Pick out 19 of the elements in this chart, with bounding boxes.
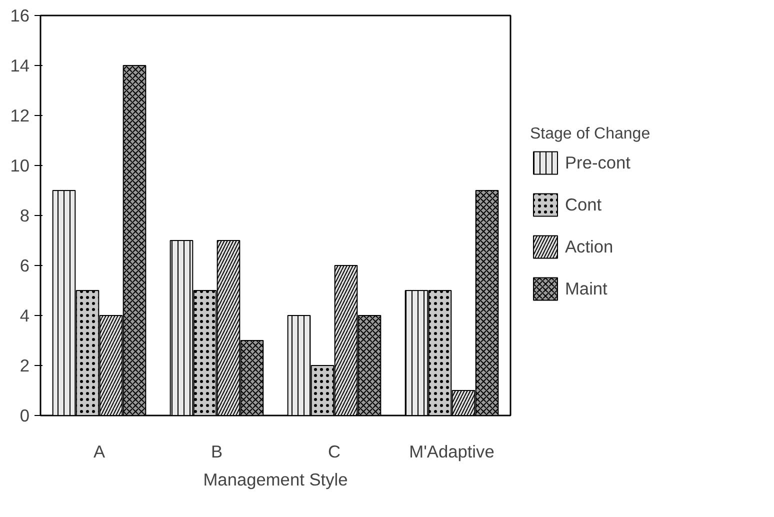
y-tick-label: 4 (20, 306, 30, 326)
x-tick-label: B (210, 442, 223, 462)
x-tick-label: A (93, 442, 106, 462)
x-tick-label: M'Adaptive (409, 442, 494, 462)
legend-label: Action (565, 236, 614, 257)
x-tick-label: C (328, 442, 341, 462)
y-tick-label: 14 (10, 56, 30, 76)
y-tick-label: 8 (20, 206, 30, 226)
y-tick-label: 10 (10, 156, 30, 176)
x-axis-title: Management Style (203, 470, 348, 490)
y-tick-label: 2 (20, 356, 30, 376)
y-tick-label: 6 (20, 256, 30, 276)
legend-title: Stage of Change (530, 126, 650, 144)
legend-label: Maint (565, 278, 608, 299)
legend-label: Pre-cont (565, 152, 630, 173)
legend-label: Cont (565, 194, 602, 215)
y-tick-label: 16 (10, 6, 30, 26)
y-tick-label: 12 (10, 106, 30, 126)
y-tick-label: 0 (20, 406, 30, 426)
